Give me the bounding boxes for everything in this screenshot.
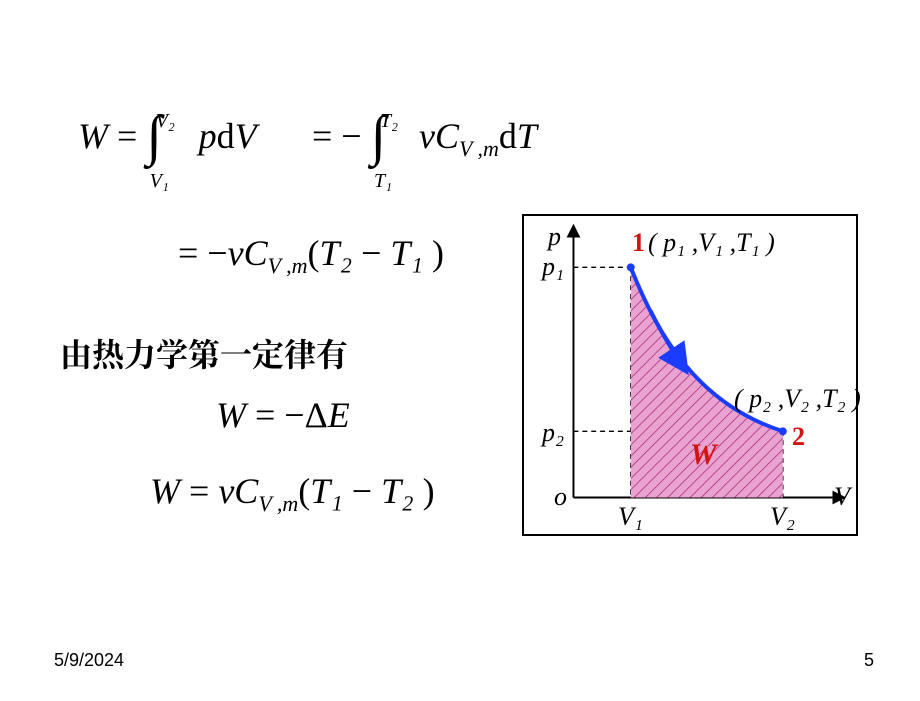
label-point1-num: 1: [632, 228, 645, 258]
sym-T25: T₂: [381, 471, 414, 511]
sym-V: V: [235, 116, 257, 156]
sym-C5: C: [234, 471, 258, 511]
sym-d2: d: [499, 116, 517, 156]
equation-work-integral-cvdt: = − ∫ T₂ T₁ νCV ,mdT: [312, 98, 537, 162]
label-point2-coords: ( p₂ ,V₂ ,T₂ ): [734, 384, 861, 414]
sym-C: C: [435, 116, 459, 156]
sym-d: d: [217, 116, 235, 156]
sym-W: W: [78, 116, 108, 156]
label-p1: p₁: [542, 252, 564, 282]
sym-Csub3: V ,m: [268, 253, 308, 278]
sym-W4: W: [216, 395, 246, 435]
slide: W = ∫ V₂ V₁ pdV = − ∫ T₂ T₁ νCV ,mdT = −…: [0, 0, 920, 701]
sym-nu3: ν: [228, 233, 244, 273]
sym-delta: Δ: [305, 395, 328, 435]
int-upper: V₂: [156, 110, 175, 132]
heading-first-law: 由热力学第一定律有: [60, 330, 348, 376]
label-p2: p₂: [542, 418, 564, 448]
footer-page: 5: [864, 650, 874, 671]
sym-T1: T₁: [390, 233, 423, 273]
sym-Csub: V ,m: [459, 136, 499, 161]
pv-diagram: p V o p₁ p₂ V₁ V₂ 1 ( p₁ ,V₁ ,T₁ ) ( p₂ …: [522, 214, 858, 536]
sym-W5: W: [150, 471, 180, 511]
point-2: [779, 427, 787, 435]
sym-Csub5: V ,m: [258, 491, 298, 516]
equation-work-cv-t1t2: W = νCV ,m(T₁ − T₂ ): [150, 470, 435, 517]
point-1: [627, 263, 635, 271]
label-V1: V₁: [618, 502, 643, 532]
label-axis-V: V: [834, 482, 850, 512]
equation-work-integral-pv: W = ∫ V₂ V₁ pdV: [78, 98, 257, 162]
label-W: W: [690, 438, 717, 472]
pv-diagram-svg: [524, 216, 856, 534]
equation-work-cv-t2t1: = −νCV ,m(T₂ − T₁ ): [178, 232, 444, 279]
label-V2: V₂: [770, 502, 795, 532]
sym-nu: ν: [419, 116, 435, 156]
int-lower2: T₁: [374, 170, 392, 192]
sym-E: E: [328, 395, 350, 435]
footer-date: 5/9/2024: [54, 650, 124, 671]
sym-p: p: [199, 116, 217, 156]
int-upper2: T₂: [380, 110, 398, 132]
label-axis-p: p: [548, 222, 561, 252]
sym-T: T: [517, 116, 537, 156]
sym-T15: T₁: [310, 471, 343, 511]
sym-T2: T₂: [320, 233, 353, 273]
label-origin: o: [554, 482, 567, 512]
label-point2-num: 2: [792, 422, 805, 452]
equation-w-equals-neg-deltaE: W = −ΔE: [216, 394, 350, 436]
sym-C3: C: [244, 233, 268, 273]
label-point1-coords: ( p₁ ,V₁ ,T₁ ): [648, 228, 775, 258]
sym-nu5: ν: [218, 471, 234, 511]
int-lower: V₁: [150, 170, 169, 192]
